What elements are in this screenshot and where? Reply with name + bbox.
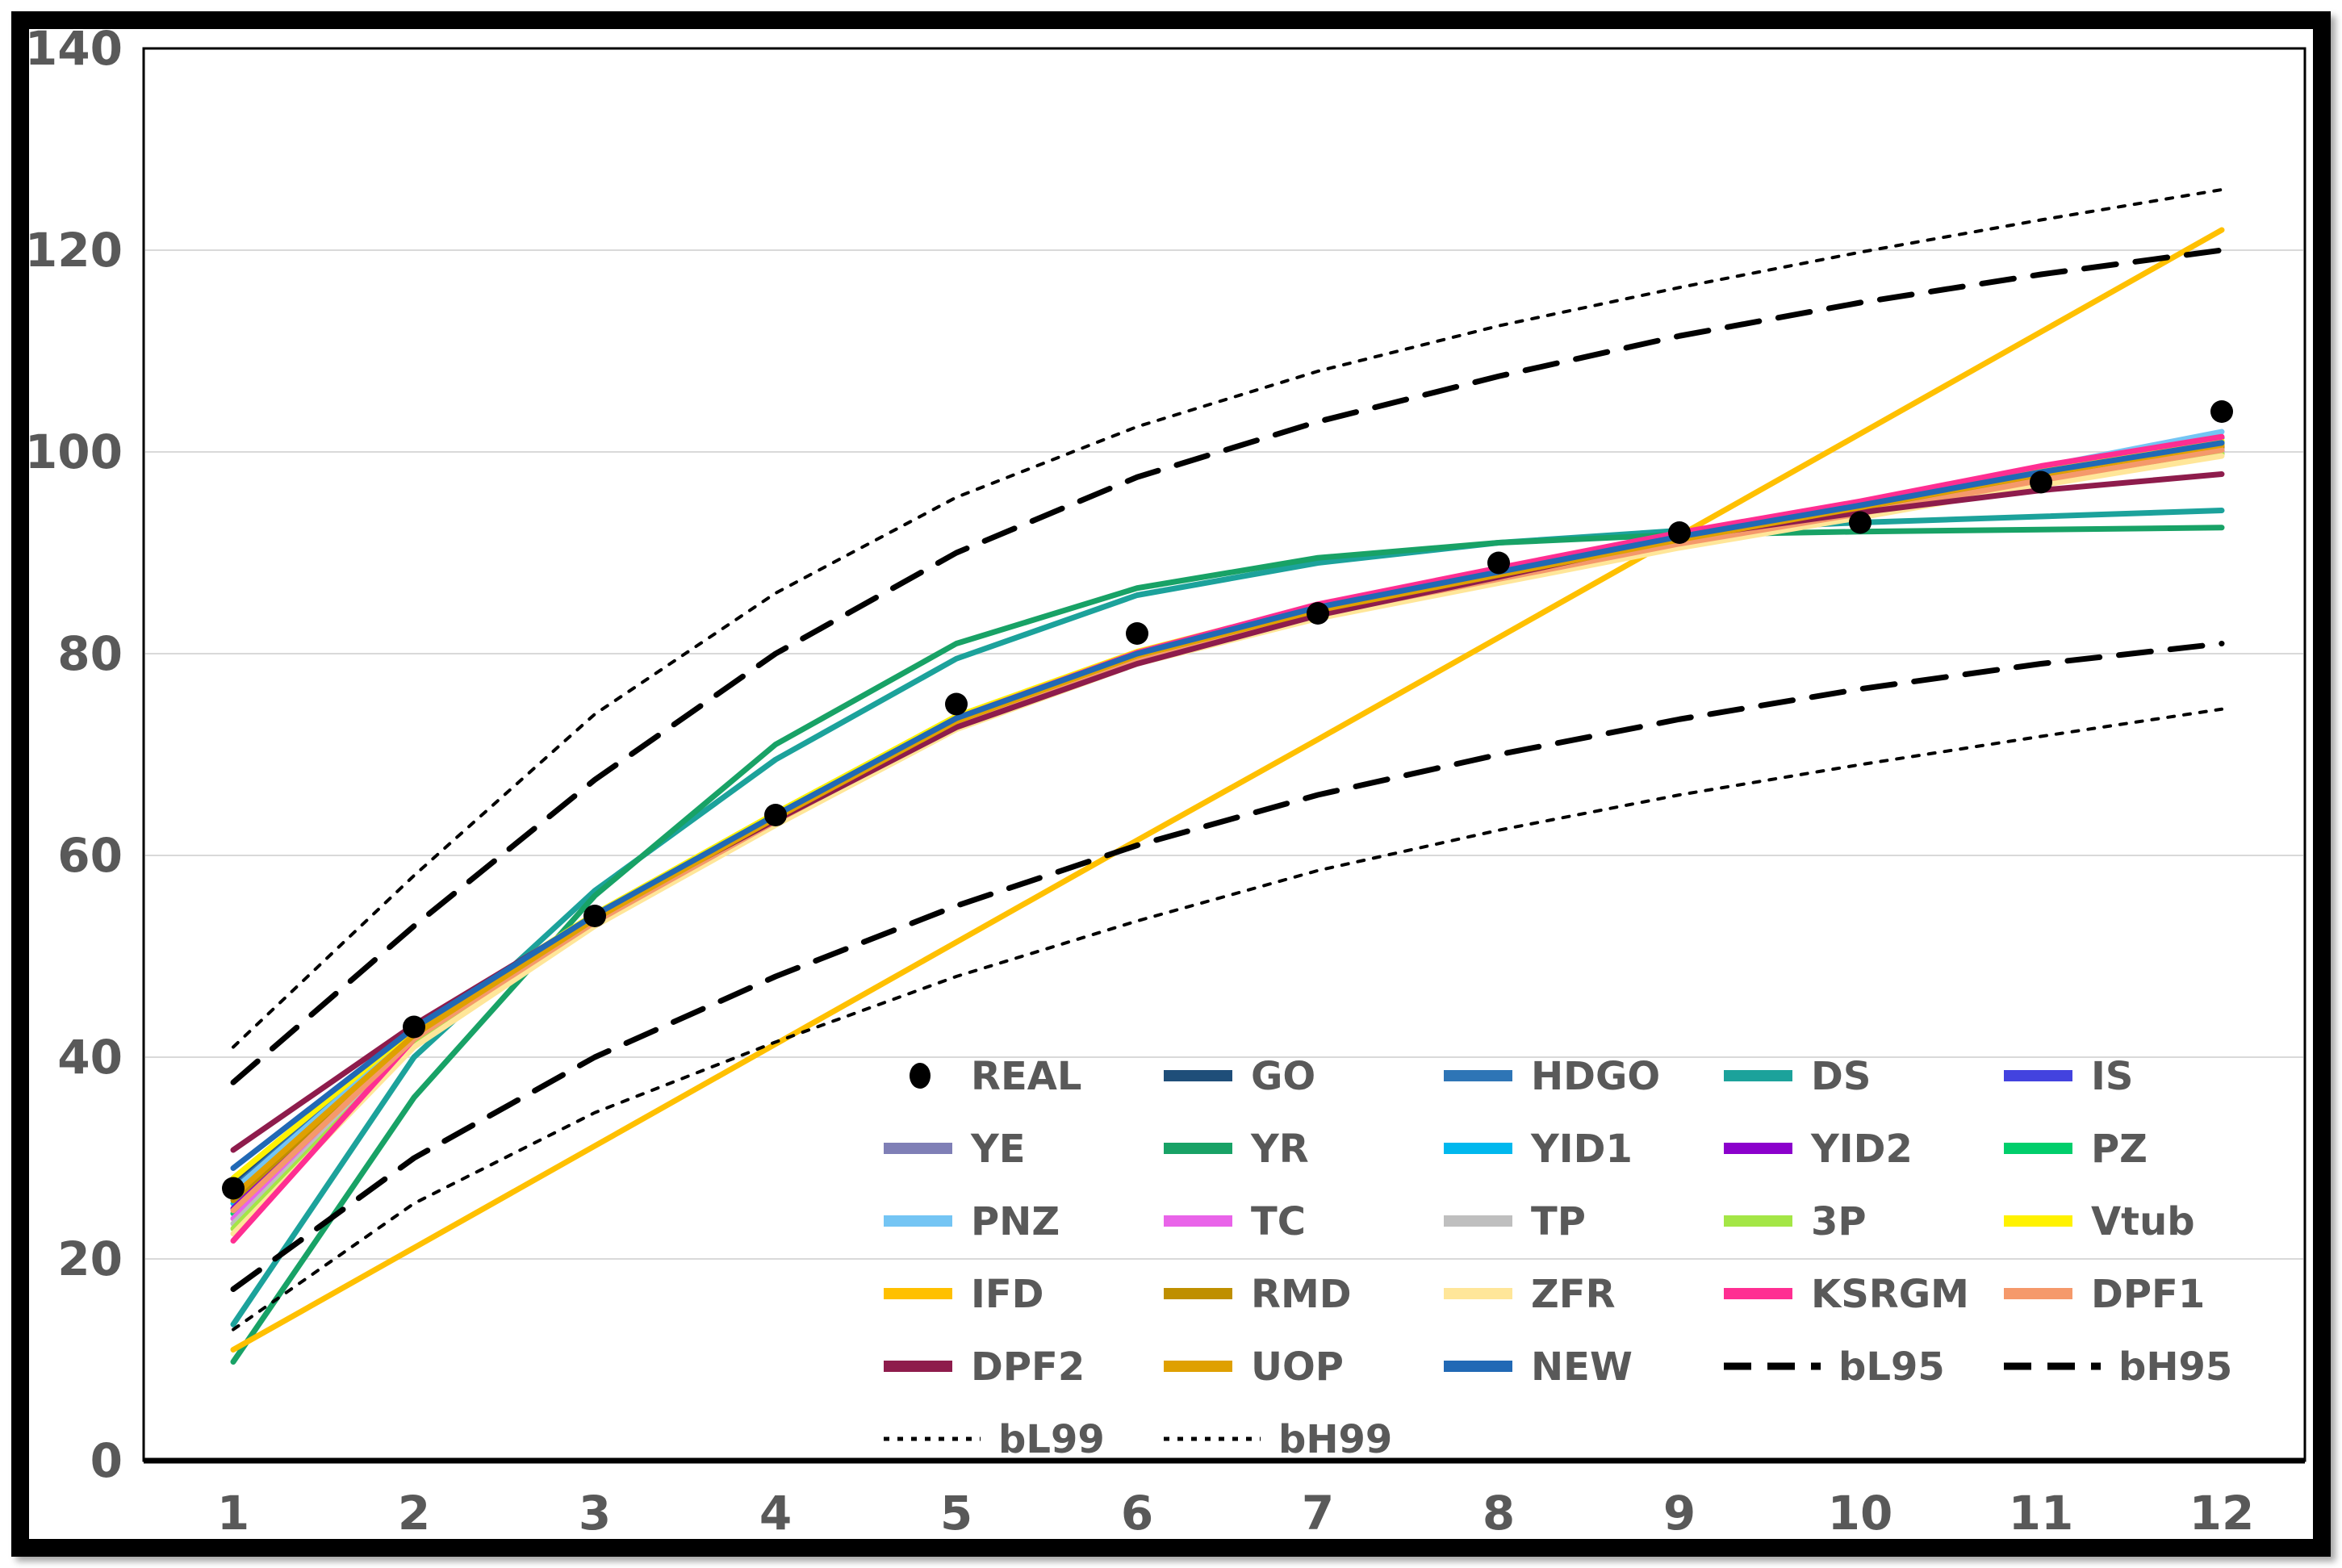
y-tick-label-120: 120 (25, 223, 123, 278)
legend-label-Vtub: Vtub (2091, 1199, 2195, 1244)
legend-label-IS: IS (2091, 1054, 2133, 1099)
legend-label-RMD: RMD (1251, 1272, 1352, 1317)
series-line-bL99 (232, 707, 2223, 1332)
x-tick-label-1: 1 (217, 1486, 249, 1541)
series-line-YR (230, 525, 2225, 1365)
real-point-x4 (764, 804, 787, 826)
plot-area (144, 48, 2305, 1461)
legend-label-DPF1: DPF1 (2091, 1272, 2205, 1317)
x-tick-label-5: 5 (940, 1486, 972, 1541)
x-tick-label-3: 3 (579, 1486, 611, 1541)
legend-label-bL95: bL95 (1838, 1344, 1945, 1390)
legend-label-HDGO: HDGO (1531, 1054, 1660, 1099)
x-tick-label-7: 7 (1302, 1486, 1334, 1541)
legend-marker-REAL (910, 1063, 931, 1089)
legend-label-KSRGM: KSRGM (1811, 1272, 1969, 1317)
real-point-x6 (1126, 622, 1148, 645)
legend-label-PZ: PZ (2091, 1127, 2148, 1172)
legend-label-YR: YR (1250, 1127, 1309, 1172)
series-line-bH95 (230, 247, 2225, 1085)
x-tick-label-9: 9 (1663, 1486, 1696, 1541)
x-tick-label-10: 10 (1828, 1486, 1893, 1541)
real-point-x9 (1668, 521, 1691, 544)
y-tick-label-0: 0 (90, 1433, 123, 1488)
legend-label-DPF2: DPF2 (971, 1344, 1085, 1390)
legend-label-GO: GO (1251, 1054, 1315, 1099)
legend-label-REAL: REAL (971, 1054, 1081, 1099)
legend-label-DS: DS (1811, 1054, 1871, 1099)
series-line-NEW (230, 440, 2225, 1171)
legend-label-NEW: NEW (1531, 1344, 1633, 1390)
real-point-x11 (2030, 470, 2052, 494)
legend-label-TP: TP (1531, 1199, 1586, 1244)
x-tick-label-6: 6 (1121, 1486, 1153, 1541)
x-tick-label-11: 11 (2009, 1486, 2074, 1541)
legend-label-UOP: UOP (1251, 1344, 1344, 1390)
series-line-bL95 (230, 641, 2225, 1292)
series-line-DS (230, 508, 2225, 1328)
legend-label-bH99: bH99 (1278, 1417, 1392, 1462)
real-point-x8 (1487, 551, 1510, 575)
y-tick-label-60: 60 (57, 828, 123, 883)
legend-label-TC: TC (1251, 1199, 1306, 1244)
legend-label-PNZ: PNZ (971, 1199, 1060, 1244)
legend-label-YID2: YID2 (1810, 1127, 1913, 1172)
legend-label-bH95: bH95 (2118, 1344, 2232, 1390)
legend-label-bL99: bL99 (998, 1417, 1105, 1462)
x-tick-label-2: 2 (398, 1486, 430, 1541)
real-point-x1 (222, 1177, 245, 1200)
y-tick-label-100: 100 (25, 424, 123, 479)
y-tick-label-140: 140 (25, 21, 123, 76)
y-tick-label-20: 20 (57, 1231, 123, 1286)
x-tick-label-12: 12 (2189, 1486, 2255, 1541)
legend-label-IFD: IFD (971, 1272, 1044, 1317)
legend-label-ZFR: ZFR (1531, 1272, 1616, 1317)
real-point-x10 (1849, 511, 1872, 534)
y-tick-label-40: 40 (57, 1030, 123, 1085)
series-line-bH99 (232, 188, 2223, 1049)
x-tick-label-8: 8 (1483, 1486, 1515, 1541)
real-point-x5 (945, 692, 968, 716)
legend-label-3P: 3P (1811, 1199, 1867, 1244)
real-point-x2 (403, 1015, 425, 1039)
real-point-x3 (583, 905, 606, 927)
y-tick-label-80: 80 (57, 626, 123, 681)
real-point-x12 (2210, 400, 2233, 423)
legend-label-YE: YE (970, 1127, 1026, 1172)
x-tick-label-4: 4 (759, 1486, 792, 1541)
real-point-x7 (1307, 602, 1329, 625)
series-line-IFD (230, 227, 2225, 1353)
legend-label-YID1: YID1 (1530, 1127, 1633, 1172)
